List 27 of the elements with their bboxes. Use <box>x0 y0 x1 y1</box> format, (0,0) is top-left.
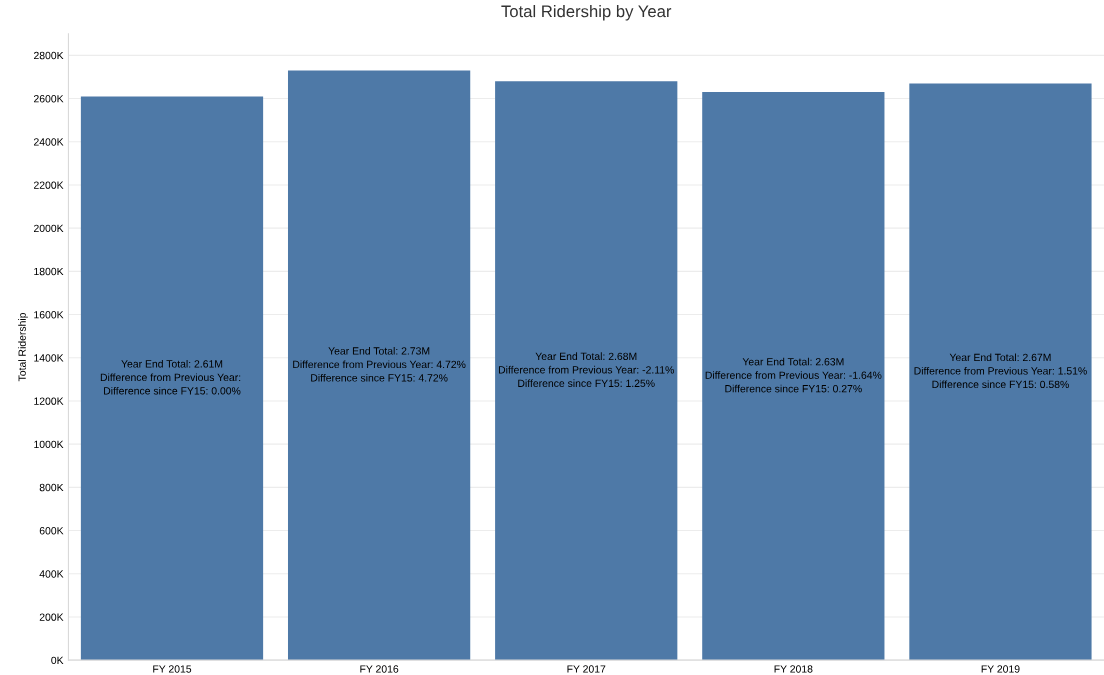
y-tick-label: 1200K <box>34 397 64 405</box>
y-tick-label: 2800K <box>33 51 64 60</box>
annotation: Year End Total: 2.63M Difference from Previous Year: -1.64% Difference since FY15: 0.27% <box>705 357 882 393</box>
y-tick-label: 800K <box>39 483 64 492</box>
annotation: Year End Total: 2.73M Difference from Previous Year: 4.72% Difference since FY15: 4.72% <box>293 346 466 382</box>
y-tick-label: 0K <box>51 656 64 665</box>
y-axis-title: Total Ridership <box>18 312 28 382</box>
chart-title: Total Ridership by Year <box>501 5 672 21</box>
x-tick-label: FY 2018 <box>774 665 813 673</box>
x-tick-label: FY 2019 <box>981 665 1020 673</box>
y-tick-label: 2600K <box>33 95 64 103</box>
y-tick-label: 400K <box>39 570 64 578</box>
annotation: Year End Total: 2.61M Difference from Previous Year: Difference since FY15: 0.00% <box>100 359 241 395</box>
y-tick-label: 2200K <box>33 181 64 189</box>
y-tick-label: 1400K <box>34 354 64 362</box>
annotation: Year End Total: 2.68M Difference from Previous Year: -2.11% Difference since FY15: 1.25% <box>498 352 674 387</box>
y-tick-label: 600K <box>39 527 64 535</box>
x-tick-label: FY 2016 <box>360 665 399 673</box>
y-tick-label: 1000K <box>34 440 64 449</box>
y-tick-label: 2000K <box>33 224 64 233</box>
x-tick-label: FY 2015 <box>153 665 192 673</box>
y-tick-label: 1600K <box>34 311 64 319</box>
y-tick-label: 1800K <box>34 267 64 276</box>
y-tick-label: 2400K <box>33 138 64 146</box>
annotation: Year End Total: 2.67M Difference from Previous Year: 1.51% Difference since FY15: 0.58% <box>914 353 1087 389</box>
y-tick-label: 200K <box>39 613 64 621</box>
x-tick-label: FY 2017 <box>567 665 606 673</box>
